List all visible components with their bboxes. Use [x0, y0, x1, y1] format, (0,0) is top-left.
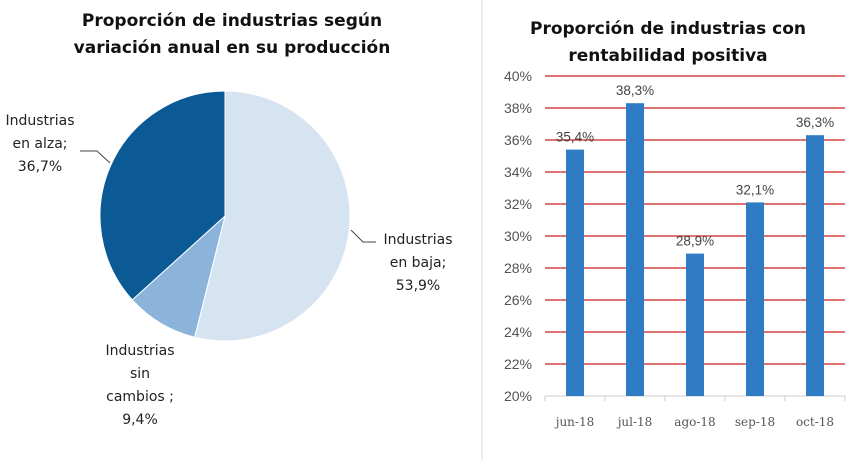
- pie-slice-label: 53,9%: [396, 278, 440, 294]
- pie-slice-label: sin: [130, 366, 150, 382]
- pie-slice-label: 9,4%: [122, 412, 158, 428]
- pie-slice-label: cambios ;: [106, 389, 174, 405]
- bar: [806, 135, 824, 396]
- y-tick-label: 38%: [504, 100, 532, 116]
- bar: [566, 149, 584, 396]
- pie-slice-label: en baja;: [390, 255, 447, 271]
- y-tick-label: 40%: [504, 68, 532, 84]
- y-tick-label: 34%: [504, 164, 532, 180]
- pie-title-line: variación anual en su producción: [74, 38, 391, 58]
- bar-data-label: 36,3%: [796, 115, 834, 130]
- pie-slice-label: Industrias: [5, 113, 74, 129]
- y-tick-label: 24%: [504, 324, 532, 340]
- x-tick-label: oct-18: [796, 415, 834, 429]
- pie-title-line: Proporción de industrias según: [82, 11, 382, 31]
- y-tick-label: 36%: [504, 132, 532, 148]
- x-tick-label: jun-18: [554, 415, 595, 429]
- pie-slice: [194, 90, 351, 342]
- pie-slice-label: 36,7%: [18, 159, 62, 175]
- bar-title-line: Proporción de industrias con: [530, 19, 806, 39]
- bar: [746, 202, 764, 396]
- pie-slice: [99, 90, 226, 301]
- pie-slice-label: Industrias: [383, 232, 452, 248]
- leader-line: [80, 150, 111, 164]
- bar-data-label: 38,3%: [616, 83, 654, 98]
- bar: [626, 103, 644, 396]
- bar-title-line: rentabilidad positiva: [568, 46, 767, 66]
- bar: [686, 253, 704, 396]
- y-tick-label: 22%: [504, 356, 532, 372]
- leader-line: [350, 229, 376, 243]
- x-tick-label: ago-18: [674, 415, 715, 429]
- y-tick-label: 30%: [504, 228, 532, 244]
- y-tick-label: 26%: [504, 292, 532, 308]
- y-tick-label: 32%: [504, 196, 532, 212]
- pie-slice-label: Industrias: [105, 343, 174, 359]
- bar-data-label: 32,1%: [736, 182, 774, 197]
- bar-data-label: 35,4%: [556, 130, 594, 145]
- x-tick-label: jul-18: [616, 415, 653, 429]
- y-tick-label: 20%: [504, 388, 532, 404]
- pie-slice-label: en alza;: [12, 136, 67, 152]
- y-tick-label: 28%: [504, 260, 532, 276]
- bar-data-label: 28,9%: [676, 234, 714, 249]
- x-tick-label: sep-18: [735, 415, 775, 429]
